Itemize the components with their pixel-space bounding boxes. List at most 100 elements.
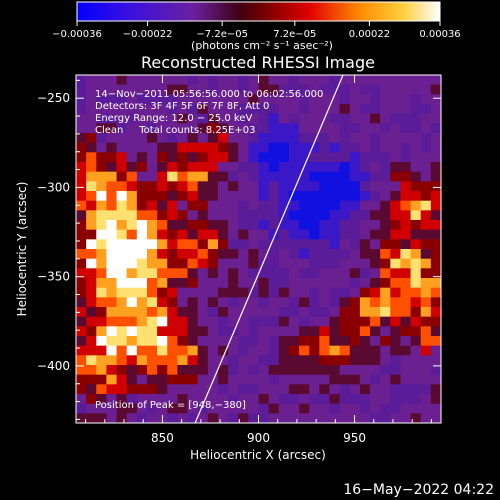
heatmap-cell <box>390 191 402 202</box>
heatmap-cell <box>76 374 87 385</box>
heatmap-cell <box>299 413 310 423</box>
heatmap-cell <box>268 374 280 385</box>
heatmap-cell <box>420 239 432 250</box>
heatmap-cell <box>157 268 168 279</box>
heatmap-cell <box>248 326 260 337</box>
heatmap-cell <box>420 413 432 423</box>
heatmap-cell <box>167 94 178 105</box>
heatmap-cell <box>420 355 432 366</box>
heatmap-cell <box>136 268 148 279</box>
heatmap-cell <box>370 181 381 192</box>
heatmap-cell <box>106 113 118 124</box>
heatmap-cell <box>359 287 371 298</box>
heatmap-cell <box>339 200 351 211</box>
heatmap-cell <box>167 104 178 115</box>
heatmap-cell <box>248 374 260 385</box>
heatmap-cell <box>390 220 402 231</box>
heatmap-cell <box>268 84 280 95</box>
heatmap-cell <box>96 84 108 95</box>
heatmap-cell <box>86 316 97 327</box>
heatmap-cell <box>116 191 128 202</box>
heatmap-cell <box>146 326 158 337</box>
heatmap-cell <box>228 336 239 347</box>
heatmap-cell <box>339 249 351 260</box>
heatmap-cell <box>309 94 320 105</box>
heatmap-cell <box>329 355 341 366</box>
heatmap-cell <box>146 403 158 414</box>
heatmap-cell <box>400 171 412 182</box>
heatmap-cell <box>278 316 290 327</box>
heatmap-cell <box>339 345 351 356</box>
heatmap-cell <box>420 94 432 105</box>
heatmap-cell <box>299 297 310 308</box>
heatmap-cell <box>400 94 412 105</box>
heatmap-cell <box>339 210 351 221</box>
heatmap-cell <box>410 268 422 279</box>
heatmap-cell <box>339 316 351 327</box>
heatmap-cell <box>380 104 391 115</box>
y-tick-label: −400 <box>37 359 70 373</box>
heatmap-cell <box>238 365 249 376</box>
heatmap-cell <box>207 413 219 423</box>
heatmap-cell <box>248 287 260 298</box>
heatmap-cell <box>288 191 300 202</box>
heatmap-cell <box>217 229 229 240</box>
heatmap-cell <box>420 123 432 134</box>
heatmap-cell <box>76 162 87 173</box>
heatmap-cell <box>217 94 229 105</box>
heatmap-cell <box>278 191 290 202</box>
heatmap-cell <box>288 374 300 385</box>
heatmap-cell <box>329 200 341 211</box>
heatmap-cell <box>116 123 128 134</box>
heatmap-cell <box>370 287 381 298</box>
heatmap-cell <box>238 374 249 385</box>
heatmap-cell <box>86 220 97 231</box>
heatmap-cell <box>228 162 239 173</box>
heatmap-cell <box>288 258 300 269</box>
heatmap-cell <box>177 268 189 279</box>
heatmap-cell <box>167 142 178 153</box>
heatmap-cell <box>197 365 209 376</box>
heatmap-cell <box>380 113 391 124</box>
heatmap-cell <box>238 191 249 202</box>
heatmap-cell <box>258 229 270 240</box>
heatmap-cell <box>187 287 199 298</box>
heatmap-cell <box>268 104 280 115</box>
heatmap-cell <box>248 258 260 269</box>
heatmap-cell <box>288 355 300 366</box>
heatmap-cell <box>248 355 260 366</box>
heatmap-cell <box>126 278 138 289</box>
heatmap-cell <box>400 403 412 414</box>
heatmap-cell <box>258 171 270 182</box>
heatmap-cell <box>309 123 320 134</box>
heatmap-cell <box>177 75 189 86</box>
heatmap-cell <box>299 152 310 163</box>
heatmap-cell <box>207 239 219 250</box>
heatmap-cell <box>136 104 148 115</box>
heatmap-cell <box>96 345 108 356</box>
heatmap-cell <box>309 239 320 250</box>
heatmap-cell <box>106 210 118 221</box>
heatmap-cell <box>126 355 138 366</box>
heatmap-cell <box>370 152 381 163</box>
heatmap-cell <box>248 133 260 144</box>
heatmap-cell <box>339 268 351 279</box>
heatmap-cell <box>126 258 138 269</box>
heatmap-cell <box>248 268 260 279</box>
heatmap-cell <box>410 210 422 221</box>
heatmap-cell <box>420 181 432 192</box>
heatmap-cell <box>177 220 189 231</box>
heatmap-cell <box>430 94 441 105</box>
heatmap-cell <box>319 374 331 385</box>
heatmap-cell <box>359 316 371 327</box>
heatmap-cell <box>329 345 341 356</box>
heatmap-cell <box>86 123 97 134</box>
heatmap-cell <box>116 326 128 337</box>
heatmap-cell <box>339 307 351 318</box>
heatmap-cell <box>217 326 229 337</box>
heatmap-cell <box>136 181 148 192</box>
heatmap-cell <box>106 142 118 153</box>
heatmap-cell <box>400 307 412 318</box>
heatmap-cell <box>430 123 441 134</box>
heatmap-cell <box>349 365 361 376</box>
